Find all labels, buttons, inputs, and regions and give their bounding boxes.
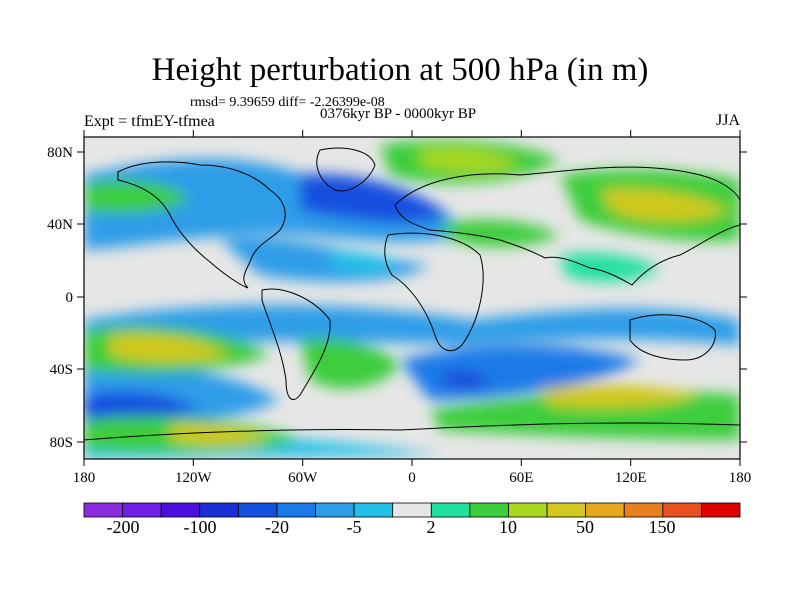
colorbar-swatch [199, 502, 239, 518]
colorbar-label-3: -20 [265, 517, 289, 537]
colorbar-swatch [701, 502, 741, 518]
colorbar-label-6: 10 [499, 517, 517, 537]
lon-label-120e: 120E [615, 470, 647, 486]
colorbar-label-2: -100 [184, 517, 217, 537]
map-title: Height perturbation at 500 hPa (in m) [151, 52, 649, 88]
colorbar-swatch [315, 502, 355, 518]
colorbar-swatch [546, 502, 587, 518]
colorbar-swatch [353, 502, 394, 518]
lat-labels: 80N 40N 0 40S 80S [47, 145, 73, 451]
lat-label-0: 0 [66, 290, 74, 306]
colorbar-swatch [276, 502, 316, 518]
colorbar-label-8: 150 [649, 517, 676, 537]
height-field [84, 137, 740, 459]
coastlines [84, 147, 740, 441]
colorbar-swatch [662, 502, 702, 518]
colorbar-label-4: -5 [347, 517, 362, 537]
lon-label-180w: 180 [73, 470, 96, 486]
experiment-label: Expt = tfmEY-tfmea [84, 113, 215, 130]
colorbar [83, 502, 741, 518]
colorbar-swatch [430, 502, 471, 518]
lat-label-40s: 40S [50, 362, 73, 378]
colorbar-label-5: 2 [427, 517, 436, 537]
colorbar-swatch [83, 502, 123, 518]
lon-label-180e: 180 [729, 470, 752, 486]
colorbar-swatch [508, 502, 548, 518]
lon-label-60e: 60E [509, 470, 533, 486]
lon-label-60w: 60W [288, 470, 318, 486]
lon-ticks [83, 130, 741, 466]
colorbar-swatch [122, 502, 162, 518]
colorbar-swatch [160, 502, 201, 518]
lon-label-120w: 120W [175, 470, 213, 486]
lon-label-0: 0 [408, 470, 416, 486]
period-label: 0376kyr BP - 0000kyr BP [320, 106, 477, 122]
colorbar-swatch [469, 502, 509, 518]
lon-labels: 180 120W 60W 0 60E 120E 180 [73, 470, 752, 486]
lat-label-40n: 40N [47, 217, 73, 233]
lat-label-80n: 80N [47, 145, 73, 161]
lat-ticks [77, 151, 747, 443]
colorbar-swatch [237, 502, 278, 518]
colorbar-swatch [585, 502, 625, 518]
colorbar-label-7: 50 [576, 517, 594, 537]
lat-label-80s: 80S [50, 435, 73, 451]
colorbar-label-1: -200 [107, 517, 140, 537]
stats-text: rmsd= 9.39659 diff= -2.26399e-08 [190, 95, 385, 110]
colorbar-labels: -200 -100 -20 -5 2 10 50 150 [107, 517, 676, 537]
season-label: JJA [715, 112, 740, 129]
colorbar-swatch [623, 502, 664, 518]
colorbar-swatch [392, 502, 432, 518]
